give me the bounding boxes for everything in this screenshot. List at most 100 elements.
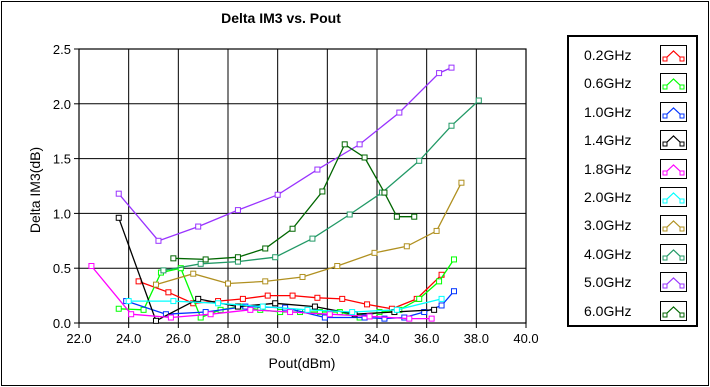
legend-label: 4.0GHz <box>584 245 632 262</box>
series-point <box>152 317 159 324</box>
series-point <box>349 309 356 316</box>
series-point <box>272 300 279 307</box>
legend-item: 5.0GHz <box>569 268 696 296</box>
series-point <box>448 64 455 71</box>
series-line <box>155 182 462 286</box>
legend-swatch-point <box>662 198 668 204</box>
series-point <box>401 314 408 321</box>
series-5.0GHz <box>115 64 455 244</box>
legend-swatch-line <box>664 248 683 259</box>
series-6.0GHz <box>170 141 418 263</box>
legend-label: 3.0GHz <box>584 217 632 234</box>
series-point <box>321 314 328 321</box>
legend-swatch <box>660 101 687 122</box>
legend-swatch-marker <box>662 192 685 204</box>
series-point <box>234 207 241 214</box>
series-0.2GHz <box>135 271 445 312</box>
legend-swatch <box>660 73 687 94</box>
series-point <box>450 256 457 263</box>
legend-swatch-marker <box>662 50 685 62</box>
series-point <box>262 245 269 252</box>
series-point <box>416 295 423 302</box>
legend-swatch-point <box>662 283 668 289</box>
legend-swatch-point <box>679 170 685 176</box>
series-point <box>115 190 122 197</box>
legend-swatch-marker <box>662 135 685 147</box>
series-point <box>475 97 482 104</box>
series-point <box>202 256 209 263</box>
series-point <box>289 292 296 299</box>
series-point <box>234 303 241 310</box>
x-tick-label: 32.0 <box>315 331 340 346</box>
series-point <box>393 306 400 313</box>
legend-swatch-marker <box>662 277 685 289</box>
legend-label: 5.0GHz <box>584 274 632 291</box>
y-tick-label: 2.0 <box>53 97 71 112</box>
legend-swatch-point <box>662 84 668 90</box>
legend-item: 6.0GHz <box>569 297 696 325</box>
legend-swatch-marker <box>662 305 685 318</box>
legend-swatch-marker <box>662 106 685 119</box>
chart-title: Delta IM3 vs. Pout <box>221 10 341 26</box>
legend-swatch <box>660 45 687 65</box>
series-point <box>309 235 316 242</box>
series-layer <box>88 64 482 324</box>
legend-swatch-line <box>664 192 683 202</box>
legend-label: 6.0GHz <box>584 302 632 319</box>
legend-swatch-point <box>662 56 668 62</box>
series-line <box>118 67 452 242</box>
x-tick-label: 30.0 <box>265 331 290 346</box>
series-point <box>304 306 311 313</box>
legend-swatch-marker <box>662 163 685 176</box>
series-point <box>170 298 177 305</box>
legend-swatch-point <box>662 312 668 318</box>
grid-layer <box>78 48 527 324</box>
x-tick-label: 28.0 <box>215 331 240 346</box>
x-axis-label: Pout(dBm) <box>269 355 336 371</box>
series-point <box>406 315 413 322</box>
plot-area <box>78 48 527 324</box>
legend-swatch <box>660 215 687 236</box>
legend-swatch-line <box>664 50 683 60</box>
series-point <box>433 227 440 234</box>
series-point <box>356 141 363 148</box>
legend-swatch <box>660 300 687 321</box>
series-point <box>128 311 135 318</box>
legend-label: 0.6GHz <box>584 75 632 92</box>
legend-swatch-point <box>679 226 685 232</box>
series-point <box>115 305 122 312</box>
series-point <box>239 295 246 302</box>
legend-swatch-line <box>664 78 683 88</box>
y-tick-label: 0.0 <box>53 316 71 331</box>
x-tick-label: 36.0 <box>414 331 439 346</box>
legend-swatch-point <box>662 113 668 119</box>
legend-label: 2.0GHz <box>584 189 632 205</box>
series-point <box>319 188 326 195</box>
series-point <box>135 278 142 285</box>
legend-item: 0.6GHz <box>569 69 696 97</box>
series-point <box>421 309 428 316</box>
series-point <box>170 255 177 262</box>
series-point <box>289 225 296 232</box>
series-point <box>393 213 400 220</box>
series-point <box>428 315 435 322</box>
series-point <box>361 154 368 161</box>
legend-swatch-marker <box>662 220 685 232</box>
legend-item: 1.4GHz <box>569 126 696 154</box>
series-point <box>165 289 172 296</box>
legend-item: 0.2GHz <box>569 41 696 69</box>
legend-swatch-marker <box>662 248 685 261</box>
legend-swatch-point <box>679 198 685 204</box>
legend-swatch-marker <box>662 78 685 90</box>
series-point <box>125 298 132 305</box>
series-point <box>115 214 122 221</box>
series-point <box>314 294 321 301</box>
series-point <box>287 309 294 316</box>
legend-item: 1.0GHz <box>569 98 696 126</box>
series-2.0GHz <box>125 295 445 316</box>
y-tick-label: 2.5 <box>53 42 71 57</box>
legend-item: 3.0GHz <box>569 211 696 239</box>
legend: 0.2GHz 0.6GHz 1.0GHz 1.4GHz 1.8GHz 2.0GHz 3.0G… <box>567 35 698 327</box>
series-point <box>403 243 410 250</box>
y-axis-label: Delta IM3(dB) <box>27 147 43 233</box>
